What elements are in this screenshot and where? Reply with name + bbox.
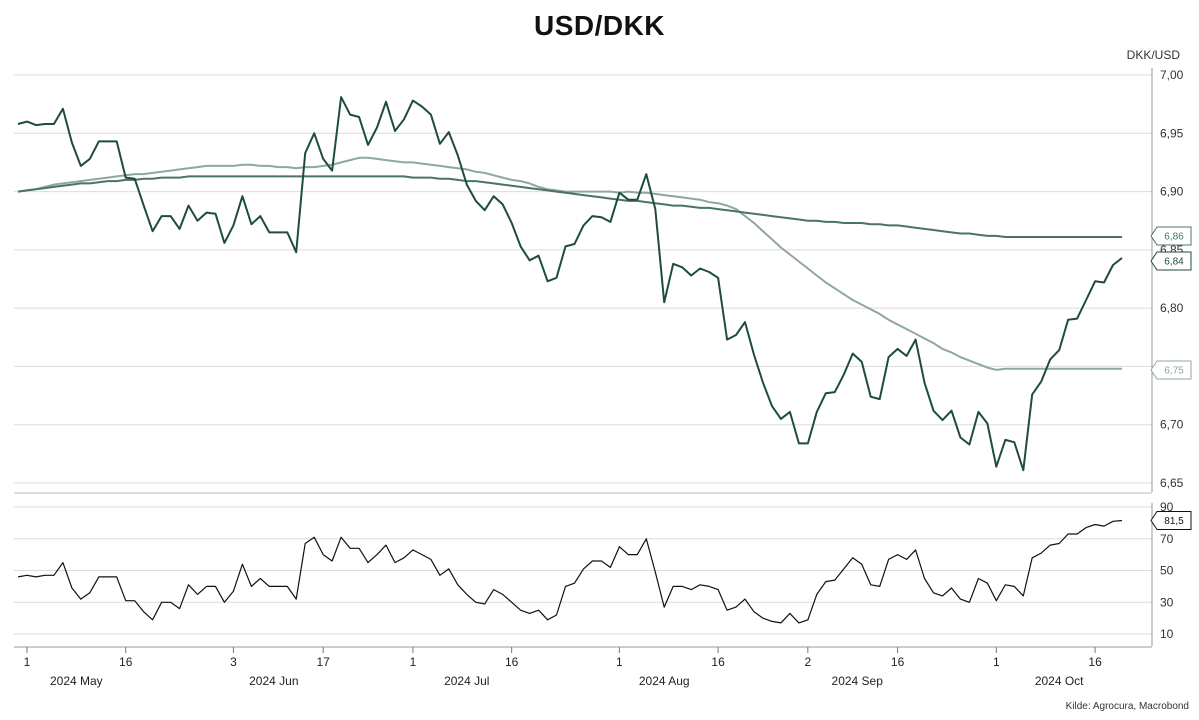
x-tick-label: 16: [505, 655, 519, 669]
x-tick-label: 16: [711, 655, 725, 669]
y-tick-label-upper: 6,95: [1160, 126, 1184, 140]
x-tick-label: 1: [993, 655, 1000, 669]
y-tick-label-lower: 50: [1160, 564, 1174, 578]
x-month-label: 2024 May: [50, 674, 103, 688]
last-value-flag-indicator: 81,5: [1150, 511, 1192, 530]
y-tick-label-upper: 6,70: [1160, 418, 1184, 432]
last-value-flag-price-box: [1150, 251, 1192, 271]
usd-dkk-price-line: [17, 96, 1123, 472]
last-value-flag-price: 6,84: [1150, 251, 1192, 271]
x-tick-label: 17: [316, 655, 330, 669]
x-tick-label: 3: [230, 655, 237, 669]
lower-indicator-line: [17, 519, 1123, 624]
y-axis-unit-label: DKK/USD: [1126, 48, 1180, 62]
flag-layer: 6,86 6,84 6,75 81,5: [1150, 226, 1192, 530]
last-value-flag-short-ma-box: [1150, 360, 1192, 380]
y-tick-label-upper: 7,00: [1160, 68, 1184, 82]
last-value-flag-short-ma-text: 6,75: [1164, 366, 1184, 377]
y-tick-label-lower: 90: [1160, 500, 1174, 514]
last-value-flag-indicator-box: [1150, 511, 1192, 530]
y-tick-label-lower: 30: [1160, 595, 1174, 609]
y-tick-label-upper: 6,90: [1160, 185, 1184, 199]
axis-layer: 6,656,706,756,806,856,906,957,0010305070…: [14, 68, 1184, 688]
y-tick-label-upper: 6,80: [1160, 301, 1184, 315]
last-value-flag-long-ma-box: [1150, 226, 1192, 246]
x-tick-label: 16: [119, 655, 133, 669]
x-month-label: 2024 Sep: [832, 674, 884, 688]
last-value-flag-short-ma: 6,75: [1150, 360, 1192, 380]
x-tick-label: 2: [805, 655, 812, 669]
y-tick-label-upper: 6,65: [1160, 476, 1184, 490]
last-value-flag-long-ma: 6,86: [1150, 226, 1192, 246]
x-month-label: 2024 Oct: [1035, 674, 1084, 688]
chart-title: USD/DKK: [533, 10, 666, 41]
x-tick-label: 1: [616, 655, 623, 669]
y-tick-label-lower: 70: [1160, 532, 1174, 546]
last-value-flag-price-text: 6,84: [1164, 257, 1184, 268]
x-month-label: 2024 Jun: [249, 674, 298, 688]
x-tick-label: 1: [410, 655, 417, 669]
source-label: Kilde: Agrocura, Macrobond: [1065, 701, 1189, 712]
y-tick-label-lower: 10: [1160, 627, 1174, 641]
long-moving-average-line: [17, 175, 1122, 238]
x-month-label: 2024 Jul: [444, 674, 489, 688]
x-tick-label: 16: [891, 655, 905, 669]
last-value-flag-long-ma-text: 6,86: [1164, 232, 1184, 243]
x-tick-label: 16: [1088, 655, 1102, 669]
series-layer: [17, 96, 1123, 624]
grid-layer: [14, 74, 1152, 635]
x-tick-label: 1: [24, 655, 31, 669]
x-month-label: 2024 Aug: [639, 674, 690, 688]
last-value-flag-indicator-text: 81,5: [1164, 516, 1184, 527]
short-moving-average-line: [17, 156, 1122, 371]
